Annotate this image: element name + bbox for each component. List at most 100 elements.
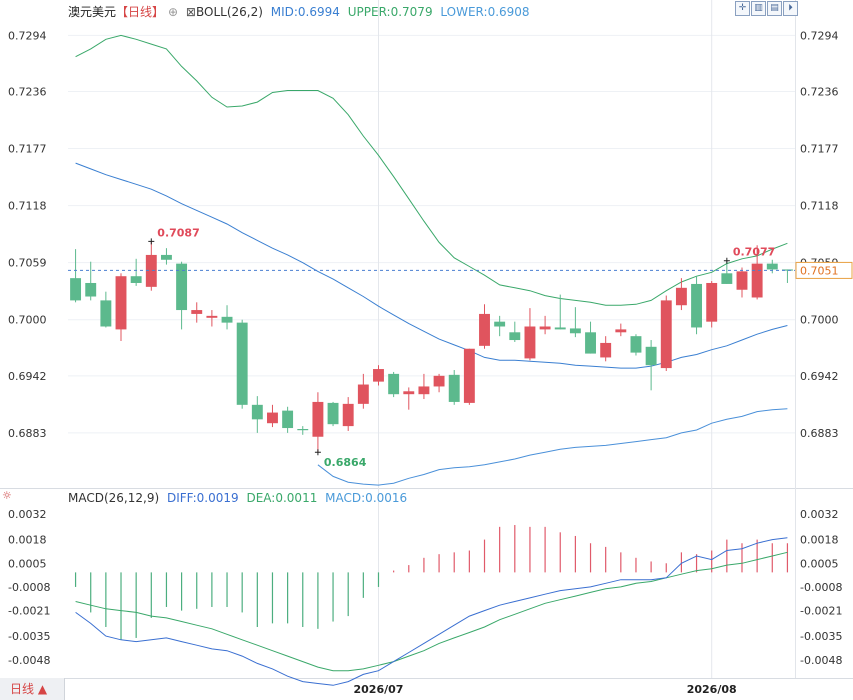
candle-body [645, 346, 657, 366]
macd-tick-right: 0.0018 [800, 534, 839, 547]
candle-body [569, 328, 581, 334]
candle [251, 396, 263, 433]
macd-tick-left: 0.0032 [8, 508, 47, 521]
candle [600, 336, 612, 362]
candle [206, 310, 218, 327]
candle-body [766, 263, 778, 270]
price-tick-left: 0.6942 [8, 370, 47, 383]
zoom-out-tool-icon[interactable]: ▤ [767, 1, 782, 16]
candle [388, 371, 400, 398]
x-axis-label: 2026/07 [354, 683, 404, 696]
candle [373, 365, 384, 386]
macd-tick-right: -0.0035 [800, 630, 842, 643]
candle [569, 307, 581, 338]
candle [418, 373, 430, 400]
candle-body [751, 263, 763, 298]
price-tick-left: 0.7177 [8, 143, 47, 156]
candle-body [600, 342, 612, 358]
candle [463, 348, 475, 405]
max-price-label-marker [148, 238, 155, 245]
candle-body [463, 348, 475, 403]
period-selector-label: 日线 ▲ [10, 682, 48, 696]
candle [342, 397, 354, 431]
candle-body [297, 429, 309, 431]
candle [539, 315, 551, 335]
candle-body [206, 315, 218, 318]
diff-line [75, 537, 788, 686]
candle [403, 387, 415, 410]
instrument-name: 澳元美元 [68, 5, 117, 19]
candle-body [539, 326, 551, 330]
candle [479, 304, 490, 349]
candle-body [145, 254, 157, 287]
last-price-label: 0.7051 [800, 264, 839, 277]
settings-icon[interactable]: ⊕ [168, 5, 179, 19]
min-price-label-marker [314, 449, 321, 456]
price-tick-left: 0.6883 [8, 427, 47, 440]
macd-tick-right: -0.0021 [800, 605, 842, 618]
price-tick-left: 0.7236 [8, 85, 47, 98]
price-tick-right: 0.7236 [800, 85, 839, 98]
candle-body [630, 336, 642, 353]
forward-tool-icon[interactable]: ⏵ [783, 1, 798, 16]
candle-body [509, 332, 521, 341]
macd-tick-left: -0.0008 [8, 581, 50, 594]
candle-body [433, 375, 445, 387]
macd-tick-left: 0.0018 [8, 534, 47, 547]
candle [282, 406, 294, 433]
period-tag: 【日线】 [116, 5, 165, 19]
price-panel-header: 澳元美元【日线】 ⊕ ⊠BOLL(26,2) MID:0.6994 UPPER:0… [68, 3, 534, 20]
boll-indicator-name[interactable]: BOLL(26,2) [195, 5, 263, 19]
indicator-icon[interactable]: ⊠ [185, 5, 196, 19]
period-selector-button[interactable]: 日线 ▲ [0, 678, 65, 700]
candle [615, 323, 627, 337]
candle-body [115, 276, 127, 330]
recent-high-label-marker [723, 257, 730, 264]
price-tick-left: 0.7000 [8, 314, 47, 327]
candle-body [221, 316, 233, 323]
price-tick-left: 0.7294 [8, 29, 47, 42]
candle [297, 426, 309, 435]
candle-body [418, 386, 430, 395]
price-tick-right: 0.7118 [800, 200, 839, 213]
macd-tick-right: 0.0032 [800, 508, 839, 521]
candle-body [130, 276, 142, 283]
candle [357, 373, 369, 409]
macd-panel-header: MACD(26,12,9) DIFF:0.0019 DEA:0.0011 MAC… [68, 491, 411, 505]
candle [115, 273, 127, 342]
dea-line [75, 551, 788, 672]
macd-tick-right: -0.0048 [800, 654, 842, 667]
boll-upper-value: UPPER:0.7079 [347, 5, 433, 19]
candle-body [357, 384, 369, 404]
boll-mid-value: MID:0.6994 [270, 5, 340, 19]
max-price-label: 0.7087 [157, 226, 199, 239]
plot-area [68, 0, 795, 700]
sun-icon[interactable]: ☼ [2, 489, 12, 502]
candle-body [282, 410, 294, 429]
candle [221, 305, 233, 330]
candle-body [267, 412, 278, 424]
price-tick-right: 0.6883 [800, 427, 839, 440]
candle [236, 319, 248, 409]
candle-body [191, 310, 203, 314]
candle [191, 302, 203, 323]
candle [312, 392, 324, 453]
price-tick-right: 0.7000 [800, 314, 839, 327]
candle-body [660, 300, 672, 369]
candle [736, 267, 748, 298]
candle [130, 258, 142, 286]
crosshair-tool-icon[interactable]: ✛ [735, 1, 750, 16]
candle [660, 295, 672, 371]
macd-tick-left: -0.0021 [8, 605, 50, 618]
price-tick-right: 0.7294 [800, 29, 839, 42]
candle-body [160, 254, 172, 260]
candle-body [327, 402, 339, 425]
candle-body [342, 403, 354, 427]
macd-indicator-name[interactable]: MACD(26,12,9) [68, 491, 160, 505]
candle-body [585, 332, 596, 354]
candle [751, 245, 763, 300]
candle [691, 276, 703, 335]
bar-chart-tool-icon[interactable]: ▥ [751, 1, 766, 16]
candle-body [706, 282, 718, 322]
